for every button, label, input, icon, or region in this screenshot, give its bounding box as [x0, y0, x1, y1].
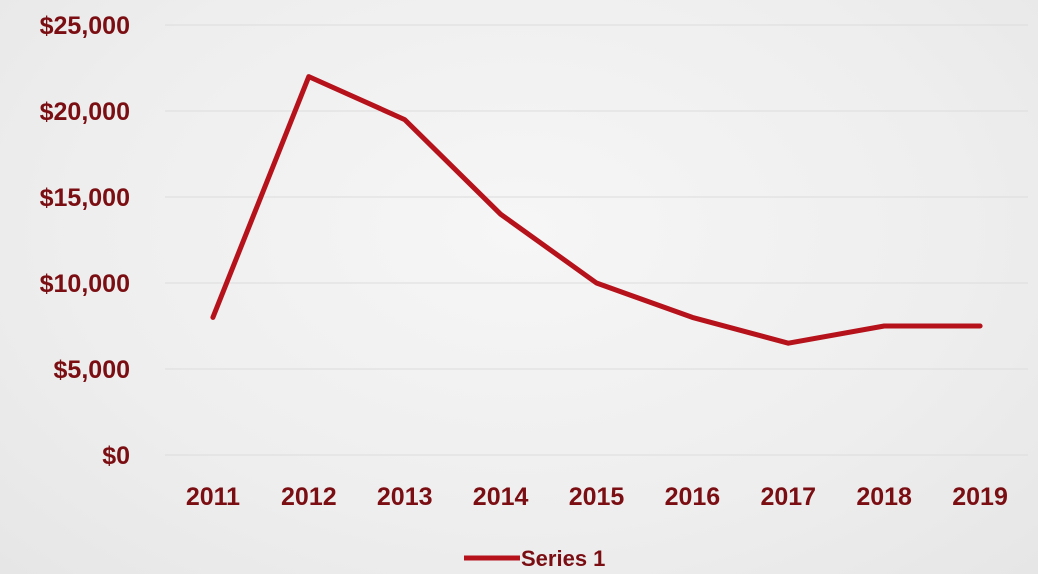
x-tick-label: 2019 [952, 483, 1008, 511]
y-axis-ticks: $0 $5,000 $10,000 $15,000 $20,000 $25,000 [40, 12, 130, 470]
series-group [210, 74, 983, 346]
x-tick-label: 2015 [569, 483, 625, 511]
x-axis-ticks: 2011 2012 2013 2014 2015 2016 2017 2018 2019 [186, 483, 1008, 511]
y-tick-label: $10,000 [40, 270, 130, 298]
x-tick-label: 2012 [281, 483, 337, 511]
series-line-1 [210, 74, 983, 346]
x-tick-label: 2016 [665, 483, 721, 511]
gridlines [165, 24, 1028, 456]
x-tick-label: 2014 [473, 483, 529, 511]
y-tick-label: $20,000 [40, 98, 130, 126]
y-tick-label: $15,000 [40, 184, 130, 212]
x-tick-label: 2018 [856, 483, 912, 511]
legend: Series 1 [464, 546, 605, 571]
x-tick-label: 2017 [760, 483, 816, 511]
y-tick-label: $5,000 [54, 356, 130, 384]
x-tick-label: 2013 [377, 483, 433, 511]
y-tick-label: $25,000 [40, 12, 130, 40]
legend-label-series-1: Series 1 [521, 546, 605, 571]
y-tick-label: $0 [102, 442, 130, 470]
x-tick-label: 2011 [186, 483, 240, 511]
